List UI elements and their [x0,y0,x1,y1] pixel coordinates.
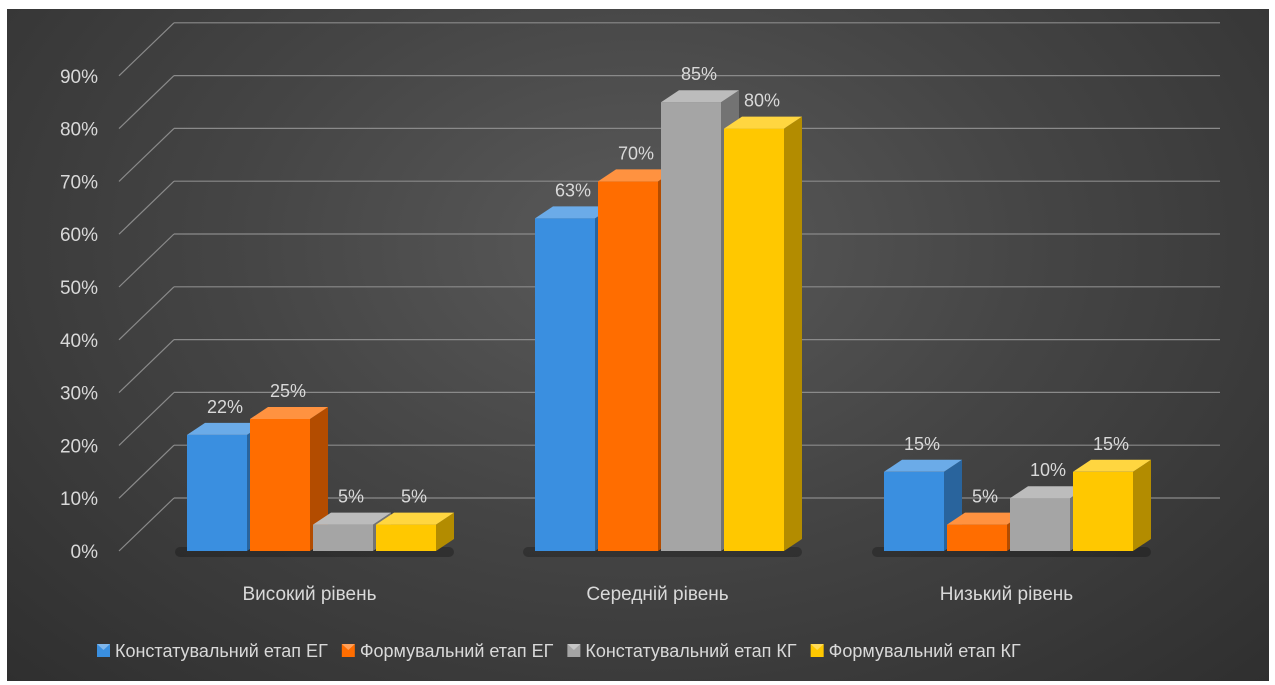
y-tick-label: 10% [60,489,98,510]
category-label: Високий рівень [242,584,376,605]
legend-swatch-top [810,644,824,650]
legend-swatch-top [567,644,581,650]
bar-side [1133,459,1151,551]
data-label: 80% [744,91,780,111]
bar-top [661,90,739,103]
bar-top [535,206,613,219]
bar [724,116,802,551]
legend-swatch-top [341,644,355,650]
bar-front [535,218,595,552]
data-label: 22% [207,397,243,417]
bar [1073,459,1151,551]
data-label: 5% [401,487,427,507]
data-label: 25% [270,381,306,401]
gridline-diagonal [118,391,175,446]
bar [376,512,454,551]
gridline-diagonal [118,127,175,182]
legend-label: Констатувальний етап ЕГ [115,641,328,661]
bar-front [947,524,1007,551]
data-label: 70% [618,143,654,163]
bar-top [724,116,802,129]
bar-front [661,102,721,551]
legend-item: Констатувальний етап КГ [567,641,797,661]
bar-front [1073,471,1133,551]
gridline-diagonal [118,233,175,288]
y-axis-ticks: 0% 10% 20% 30% 40% 50% 60% 70% 80% 90% [60,67,98,563]
category-label: Низький рівень [940,584,1073,605]
legend-label: Констатувальний етап КГ [585,641,797,661]
legend-swatch [97,644,110,657]
bars [175,90,1151,557]
y-tick-label: 90% [60,67,98,88]
legend-item: Формувальний етап КГ [810,641,1021,661]
bar-top [187,422,265,435]
data-label: 15% [1093,434,1129,454]
y-tick-label: 70% [60,172,98,193]
y-tick-label: 30% [60,384,98,405]
legend-swatch-top [97,644,110,650]
chart-svg: 0% 10% 20% 30% 40% 50% 60% 70% 80% 90% 22% 25% 5% 5%… [60,22,1220,661]
legend-item: Констатувальний етап ЕГ [97,641,328,661]
bar-top [884,459,962,472]
y-tick-label: 50% [60,278,98,299]
bar-front [313,524,373,551]
category-label: Середній рівень [586,584,728,605]
gridline-diagonal [118,75,175,130]
gridline-diagonal [118,180,175,235]
y-tick-label: 20% [60,436,98,457]
y-tick-label: 60% [60,225,98,246]
y-tick-label: 80% [60,120,98,141]
legend-swatch [567,644,581,657]
data-labels: 22% 25% 5% 5% 63% 70% 85% 80% 15% 5% 10% 15% [207,64,1129,506]
bar-top [947,512,1025,525]
bar [250,407,328,551]
data-label: 5% [972,487,998,507]
category-labels: Високий рівень Середній рівень Низький рів… [242,584,1073,605]
bar-side [310,407,328,551]
gridline-diagonal [118,286,175,341]
bar-top [1010,486,1088,499]
data-label: 10% [1030,460,1066,480]
gridline-diagonal [118,497,175,552]
bar-front [598,181,658,551]
bar-front [884,471,944,551]
legend-label: Формувальний етап КГ [829,641,1021,661]
legend: Констатувальний етап ЕГ Формувальний етап… [97,641,1021,661]
chart-frame: 0% 10% 20% 30% 40% 50% 60% 70% 80% 90% 22% 25% 5% 5%… [7,9,1269,681]
bar [884,459,962,551]
bar-front [250,419,310,551]
data-label: 63% [555,180,591,200]
gridline-diagonal [118,22,175,77]
legend-item: Формувальний етап ЕГ [341,641,554,661]
bar-side [436,512,454,551]
bar-front [1010,498,1070,551]
gridline-diagonal [118,444,175,499]
y-tick-label: 0% [71,542,99,563]
legend-swatch [810,644,824,657]
legend-label: Формувальний етап ЕГ [360,641,554,661]
data-label: 85% [681,64,717,84]
bar-top [376,512,454,525]
bar-front [376,524,436,551]
data-label: 5% [338,487,364,507]
bar-side [784,116,802,551]
bar-front [724,128,784,551]
legend-swatch [341,644,355,657]
bar-top [313,512,391,525]
data-label: 15% [904,434,940,454]
y-tick-label: 40% [60,331,98,352]
bar-top [250,407,328,419]
bar-front [187,434,247,551]
bar-top [1073,459,1151,472]
gridline-diagonal [118,339,175,394]
bar-top [598,169,676,182]
